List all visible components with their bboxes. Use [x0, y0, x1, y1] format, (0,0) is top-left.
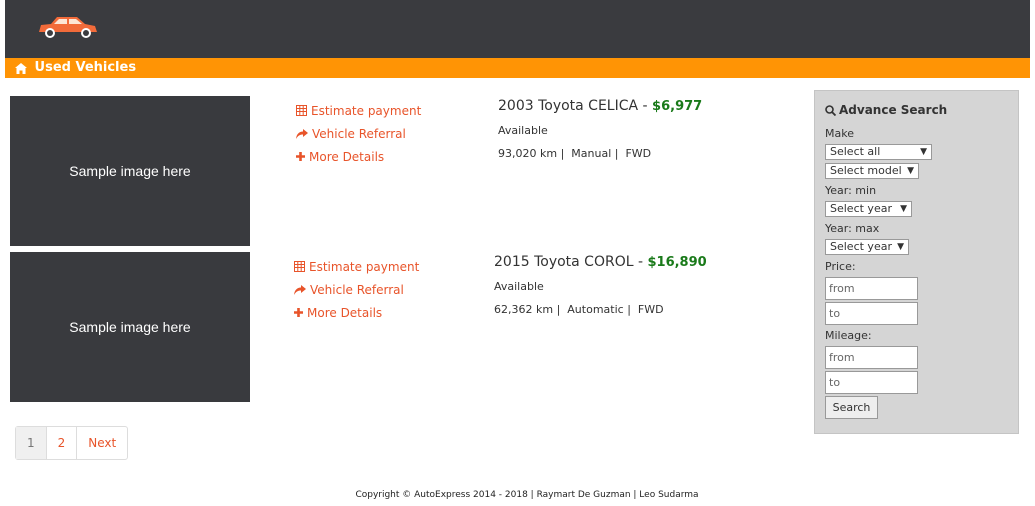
vehicle-status: Available	[498, 124, 548, 137]
vehicle-km: 62,362 km	[494, 303, 554, 316]
make-select-value: Select all	[830, 145, 881, 158]
estimate-payment-link[interactable]: Estimate payment	[296, 99, 421, 122]
price-label: Price:	[825, 260, 856, 273]
plus-icon	[294, 308, 303, 317]
vehicle-referral-label: Vehicle Referral	[310, 282, 404, 297]
vehicle-km: 93,020 km	[498, 147, 558, 160]
page-1-button[interactable]: 1	[16, 427, 47, 459]
advance-search-heading: Advance Search	[825, 103, 947, 117]
page-title: Used Vehicles	[34, 60, 137, 75]
top-navbar	[5, 0, 1030, 58]
vehicle-price: $6,977	[652, 99, 703, 114]
vehicle-transmission: Automatic	[567, 303, 624, 316]
vehicle-image[interactable]: Sample image here	[10, 96, 250, 246]
estimate-payment-label: Estimate payment	[309, 259, 420, 274]
calculator-icon	[294, 261, 305, 272]
more-details-link[interactable]: More Details	[294, 301, 419, 324]
estimate-payment-label: Estimate payment	[311, 103, 422, 118]
plus-icon	[296, 152, 305, 161]
listing-actions: Estimate payment Vehicle Referral More D…	[296, 99, 421, 168]
next-page-button[interactable]: Next	[88, 436, 117, 450]
vehicle-specs: 93,020 km | Manual | FWD	[498, 147, 652, 160]
make-label: Make	[825, 127, 854, 140]
share-icon	[294, 284, 306, 295]
vehicle-referral-link[interactable]: Vehicle Referral	[294, 278, 419, 301]
advance-search-title: Advance Search	[839, 103, 948, 117]
year-min-select-value: Select year	[830, 202, 892, 215]
listing-info: 2003 Toyota CELICA - $6,977 Available 93…	[498, 96, 702, 165]
vehicle-title[interactable]: 2015 Toyota COROL - $16,890	[494, 252, 707, 275]
model-select-value: Select model	[830, 164, 902, 177]
home-icon	[15, 62, 27, 74]
listing-actions: Estimate payment Vehicle Referral More D…	[294, 255, 419, 324]
calculator-icon	[296, 105, 307, 116]
vehicle-drive: FWD	[637, 303, 664, 316]
car-logo-icon[interactable]	[35, 14, 101, 40]
year-max-select-value: Select year	[830, 240, 892, 253]
vehicle-drive: FWD	[625, 147, 652, 160]
vehicle-name: 2015 Toyota COROL -	[494, 254, 648, 270]
vehicle-image[interactable]: Sample image here	[10, 252, 250, 402]
year-max-select[interactable]: Select year ▼	[825, 239, 909, 255]
mileage-label: Mileage:	[825, 329, 872, 342]
vehicle-status: Available	[494, 280, 544, 293]
listing-card: Sample image here Estimate payment Vehic…	[10, 252, 710, 402]
section-header: Used Vehicles	[5, 58, 1030, 78]
price-to-input[interactable]: to	[825, 302, 918, 325]
more-details-label: More Details	[309, 149, 385, 164]
dropdown-arrow-icon: ▼	[900, 204, 907, 214]
footer-copyright: Copyright © AutoExpress 2014 - 2018 | Ra…	[355, 490, 699, 500]
vehicle-name: 2003 Toyota CELICA -	[498, 98, 653, 114]
dropdown-arrow-icon: ▼	[907, 166, 914, 176]
model-select[interactable]: Select model ▼	[825, 163, 919, 179]
estimate-payment-link[interactable]: Estimate payment	[294, 255, 419, 278]
advance-search-panel: Advance Search Make Select all ▼ Select m…	[814, 90, 1019, 434]
year-min-label: Year: min	[825, 184, 877, 197]
make-select[interactable]: Select all ▼	[825, 144, 932, 160]
search-icon	[825, 104, 836, 116]
more-details-link[interactable]: More Details	[296, 145, 421, 168]
vehicle-price: $16,890	[647, 255, 707, 270]
search-button[interactable]: Search	[825, 396, 878, 419]
vehicle-referral-link[interactable]: Vehicle Referral	[296, 122, 421, 145]
year-min-select[interactable]: Select year ▼	[825, 201, 912, 217]
dropdown-arrow-icon: ▼	[920, 147, 927, 157]
share-icon	[296, 128, 308, 139]
pagination: 1 2 Next	[15, 426, 129, 460]
listing-info: 2015 Toyota COROL - $16,890 Available 62…	[494, 252, 707, 321]
vehicle-transmission: Manual	[571, 147, 612, 160]
listing-card: Sample image here Estimate payment Vehic…	[10, 96, 710, 246]
vehicle-specs: 62,362 km | Automatic | FWD	[494, 303, 664, 316]
page-2-button[interactable]: 2	[47, 427, 78, 459]
mileage-from-input[interactable]: from	[825, 346, 918, 369]
more-details-label: More Details	[307, 305, 383, 320]
dropdown-arrow-icon: ▼	[897, 242, 904, 252]
mileage-to-input[interactable]: to	[825, 371, 918, 394]
year-max-label: Year: max	[825, 222, 880, 235]
price-from-input[interactable]: from	[825, 277, 918, 300]
vehicle-title[interactable]: 2003 Toyota CELICA - $6,977	[498, 96, 702, 119]
vehicle-referral-label: Vehicle Referral	[312, 126, 406, 141]
